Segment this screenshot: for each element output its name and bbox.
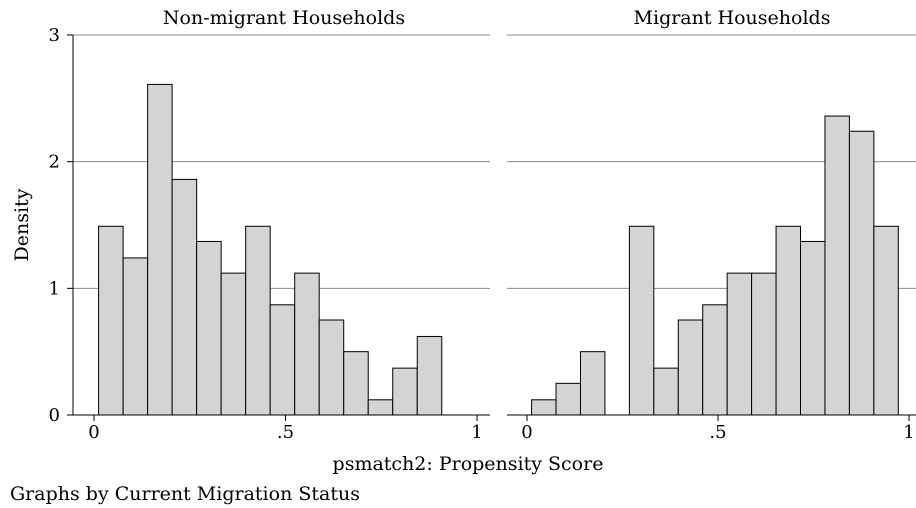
panel-title: Non-migrant Households	[163, 7, 405, 29]
histogram-bar	[344, 352, 369, 415]
x-tick-label: .5	[709, 422, 726, 443]
panel-2: Migrant Households 0 .5 1	[507, 7, 916, 443]
histogram-bar	[556, 383, 580, 415]
histogram-bar	[629, 226, 653, 415]
panel-1: Non-migrant Households 0 .5 1 0 1 2 3	[49, 7, 490, 443]
panel-title: Migrant Households	[634, 7, 831, 29]
y-tick-label: 0	[49, 405, 60, 426]
histogram-bar	[295, 273, 320, 415]
histogram-bar	[197, 241, 222, 415]
histogram-bar	[393, 368, 418, 415]
histogram-bar	[270, 305, 295, 415]
histogram-bar	[580, 352, 604, 415]
histogram-bar	[417, 336, 442, 415]
y-tick-label: 2	[49, 152, 60, 173]
graphs-by-note: Graphs by Current Migration Status	[10, 483, 360, 505]
histogram-bar	[172, 179, 197, 415]
histogram-bar	[319, 320, 344, 415]
y-tick-label: 3	[49, 25, 60, 46]
histogram-bar	[825, 116, 849, 415]
x-tick-label: 1	[471, 422, 482, 443]
histogram-bar	[874, 226, 898, 415]
y-tick-label: 1	[49, 278, 60, 299]
histogram-bar	[678, 320, 702, 415]
histogram-bar	[123, 258, 148, 415]
x-tick-label: 1	[903, 422, 914, 443]
histogram-bar	[532, 400, 556, 415]
panels: Non-migrant Households 0 .5 1 0 1 2 3 Migrant Ho…	[49, 7, 916, 443]
histogram-bar	[246, 226, 271, 415]
histogram-bar	[368, 400, 393, 415]
x-tick-label: 0	[521, 422, 532, 443]
histogram-bar	[801, 241, 825, 415]
histogram-bar	[703, 305, 727, 415]
histogram-bar	[148, 84, 173, 415]
histogram-bar	[752, 273, 776, 415]
histogram-bar	[727, 273, 751, 415]
x-axis-label: psmatch2: Propensity Score	[333, 453, 604, 475]
histogram-bar	[776, 226, 800, 415]
y-axis-label: Density	[11, 188, 33, 261]
histogram-bar	[654, 368, 678, 415]
histogram-bar	[99, 226, 124, 415]
histogram-bar	[221, 273, 246, 415]
x-tick-label: .5	[277, 422, 294, 443]
histogram-bar	[849, 131, 873, 415]
x-tick-label: 0	[88, 422, 99, 443]
